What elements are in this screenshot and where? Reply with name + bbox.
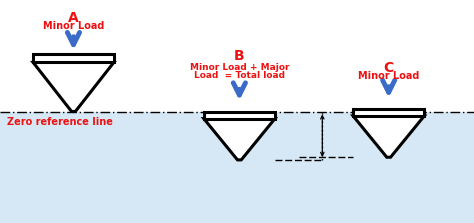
Text: Minor Load + Major: Minor Load + Major xyxy=(190,63,289,72)
Text: Zero reference line: Zero reference line xyxy=(7,117,113,127)
Bar xyxy=(0,112,474,223)
Text: Load  = Total load: Load = Total load xyxy=(194,71,285,80)
Bar xyxy=(33,54,114,62)
Text: Minor Load: Minor Load xyxy=(43,21,104,31)
Text: C: C xyxy=(383,61,394,75)
Polygon shape xyxy=(353,116,424,157)
Text: B: B xyxy=(234,49,245,63)
Polygon shape xyxy=(33,62,114,112)
Polygon shape xyxy=(204,119,275,160)
Text: A: A xyxy=(68,11,79,25)
Bar xyxy=(204,112,275,119)
Bar xyxy=(353,109,424,116)
Text: Minor Load: Minor Load xyxy=(358,71,419,81)
